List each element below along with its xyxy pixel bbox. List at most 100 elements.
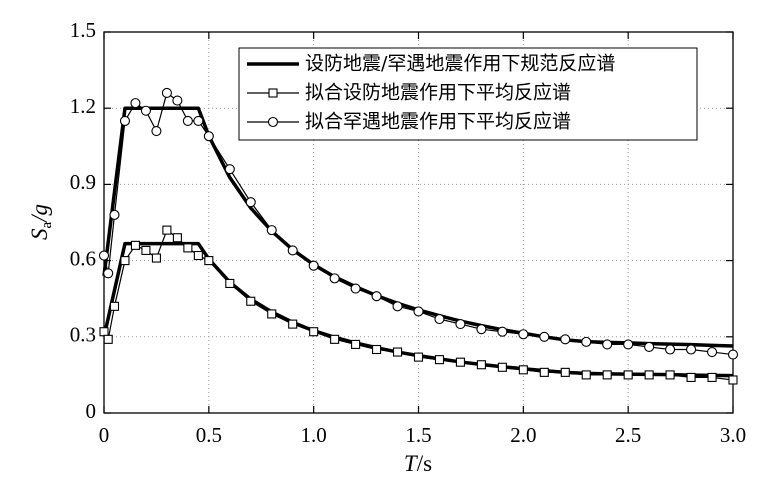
square-marker <box>707 372 717 382</box>
circle-marker <box>98 250 110 261</box>
square-marker <box>434 355 445 365</box>
square-marker <box>686 372 696 382</box>
square-marker <box>497 362 507 372</box>
square-marker <box>103 334 113 344</box>
square-marker <box>623 370 633 380</box>
circle-marker <box>392 301 403 312</box>
square-marker <box>267 309 277 319</box>
square-marker <box>225 278 235 289</box>
y-label-sub: a <box>39 222 55 229</box>
square-marker <box>288 319 298 329</box>
square-marker <box>392 347 403 357</box>
circle-marker <box>161 87 172 99</box>
circle-marker <box>434 313 445 325</box>
circle-marker <box>560 334 571 345</box>
square-marker <box>246 296 256 306</box>
square-marker <box>372 344 382 355</box>
square-marker <box>665 370 675 380</box>
x-label-symbol: T <box>404 451 419 476</box>
circle-marker <box>371 291 382 302</box>
square-marker <box>560 367 570 377</box>
circle-marker <box>151 126 162 137</box>
plot-frame <box>103 31 734 414</box>
circle-marker <box>172 95 183 106</box>
circle-marker <box>665 344 676 355</box>
circle-marker <box>119 115 131 126</box>
circle-marker <box>140 105 151 116</box>
circle-marker <box>182 115 193 126</box>
y-tick-label: 0 <box>86 399 97 423</box>
square-marker <box>309 327 319 337</box>
square-marker <box>728 375 738 385</box>
circle-marker <box>329 273 340 284</box>
y-tick-label: 1.2 <box>70 94 96 118</box>
square-marker <box>581 370 591 380</box>
square-marker <box>602 370 612 380</box>
square-marker <box>172 233 182 243</box>
circle-marker <box>581 336 592 347</box>
legend-label: 拟合罕遇地震作用下平均反应谱 <box>305 111 571 133</box>
legend-label: 拟合设防地震作用下平均反应谱 <box>305 82 571 104</box>
circle-marker <box>308 260 319 271</box>
circle-marker <box>706 346 718 358</box>
circle-marker <box>518 329 529 340</box>
square-marker <box>518 365 528 375</box>
square-marker <box>455 357 465 367</box>
circle-marker <box>287 245 298 256</box>
square-marker <box>130 240 140 250</box>
y-axis-label: Sa/g <box>27 204 55 240</box>
circle-marker <box>109 209 120 220</box>
circle-marker <box>267 116 279 128</box>
square-marker <box>151 253 161 263</box>
x-tick-label: 1.5 <box>405 423 431 447</box>
circle-marker <box>623 339 634 350</box>
square-marker <box>183 243 193 253</box>
x-tick-label: 0.5 <box>196 423 222 447</box>
y-label-symbol: S <box>27 228 52 240</box>
x-label-unit: /s <box>417 451 432 476</box>
circle-marker <box>103 268 114 279</box>
y-tick-label: 0.9 <box>70 170 96 194</box>
circle-marker <box>602 339 613 350</box>
square-marker <box>268 88 278 98</box>
square-marker <box>413 352 424 362</box>
square-marker <box>539 367 549 377</box>
x-tick-label: 1.0 <box>301 423 327 447</box>
square-marker <box>204 256 214 266</box>
legend-box <box>238 47 698 141</box>
y-tick-label: 0.6 <box>70 246 96 270</box>
circle-marker <box>203 131 214 142</box>
square-marker <box>109 301 120 311</box>
circle-marker <box>193 115 204 126</box>
circle-marker <box>455 319 466 330</box>
square-marker <box>99 327 109 337</box>
x-tick-label: 3.0 <box>720 423 746 447</box>
x-tick-label: 0 <box>99 423 110 447</box>
square-marker <box>330 334 340 344</box>
circle-marker <box>130 98 141 109</box>
square-marker <box>351 339 361 349</box>
circle-marker <box>350 283 361 294</box>
y-tick-label: 1.5 <box>70 18 96 42</box>
square-marker <box>476 360 486 370</box>
square-marker <box>141 245 151 255</box>
circle-marker <box>497 326 508 337</box>
circle-marker <box>686 344 697 355</box>
circle-marker <box>413 306 424 317</box>
circle-marker <box>644 341 655 353</box>
y-tick-label: 0.3 <box>70 323 96 347</box>
square-marker <box>120 256 130 266</box>
circle-marker <box>727 349 739 360</box>
x-tick-label: 2.5 <box>615 423 641 447</box>
x-tick-label: 2.0 <box>510 423 536 447</box>
square-marker <box>162 225 172 235</box>
legend-label: 设防地震/罕遇地震作用下规范反应谱 <box>305 53 615 75</box>
y-label-rest: /g <box>27 204 52 224</box>
circle-marker <box>539 331 550 342</box>
square-marker <box>644 370 654 380</box>
circle-marker <box>266 225 277 236</box>
x-axis-label: T/s <box>404 451 432 476</box>
circle-marker <box>245 197 256 208</box>
